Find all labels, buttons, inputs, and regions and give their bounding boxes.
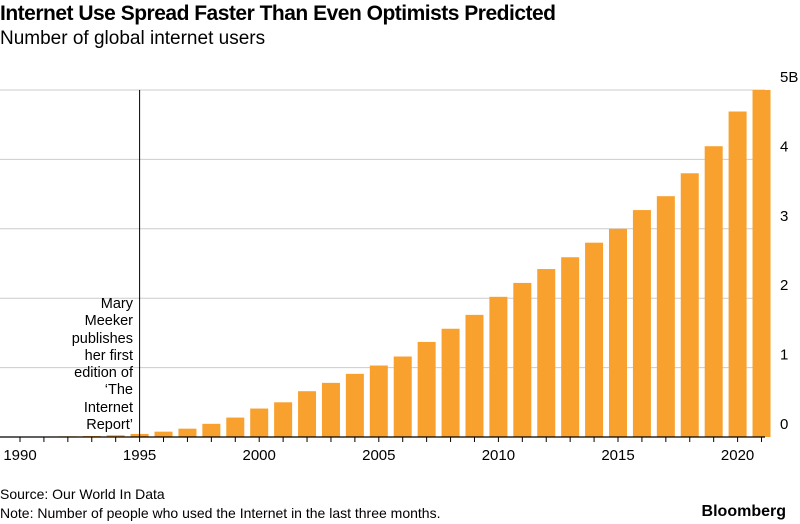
annotation-line-text: publishes bbox=[71, 330, 133, 347]
y-tick-label: 3 bbox=[780, 208, 788, 225]
bar-2013 bbox=[561, 257, 580, 437]
bar-2004 bbox=[345, 373, 364, 437]
y-tick-label: 0 bbox=[780, 416, 788, 433]
bar-2021 bbox=[752, 90, 771, 437]
y-tick-label: 5B bbox=[780, 69, 798, 86]
x-tick-label: 2015 bbox=[601, 447, 634, 464]
note-text: Note: Number of people who used the Inte… bbox=[0, 505, 441, 521]
bar-2020 bbox=[728, 111, 747, 437]
y-tick-label: 4 bbox=[780, 138, 788, 155]
bar-2005 bbox=[369, 365, 388, 437]
bar-1996 bbox=[154, 431, 173, 437]
x-tick-label: 1990 bbox=[3, 447, 36, 464]
source-text: Source: Our World In Data bbox=[0, 486, 165, 502]
annotation-line-text: edition of bbox=[74, 365, 133, 382]
bloomberg-logo: Bloomberg bbox=[701, 503, 786, 520]
bar-2018 bbox=[680, 173, 699, 437]
annotation-text: Mary Meeker publishes her first edition of ‘T… bbox=[72, 296, 133, 434]
bar-2015 bbox=[609, 228, 627, 437]
bar-2009 bbox=[465, 314, 484, 437]
annotation-line-text: Mary bbox=[100, 296, 133, 312]
bar-2001 bbox=[274, 402, 293, 437]
bar-2002 bbox=[298, 391, 317, 437]
x-tick-label: 2010 bbox=[482, 447, 515, 464]
bar-2019 bbox=[704, 146, 723, 438]
bar-2003 bbox=[321, 382, 340, 437]
chart-subtitle: Number of global internet users bbox=[0, 28, 266, 49]
bar-2007 bbox=[417, 341, 436, 437]
chart-title: Internet Use Spread Faster Than Even Opt… bbox=[0, 2, 556, 25]
annotation-line-text: Internet bbox=[83, 399, 133, 416]
bar-1997 bbox=[178, 428, 197, 437]
annotation-line-text: Meeker bbox=[84, 313, 133, 330]
x-tick-label: 2005 bbox=[362, 447, 395, 464]
bar-2012 bbox=[537, 269, 556, 437]
y-tick-label: 1 bbox=[780, 347, 788, 364]
bar-1998 bbox=[202, 423, 221, 437]
annotation-line-text: ‘The bbox=[104, 382, 133, 399]
bar-2014 bbox=[585, 242, 604, 437]
bar-1994 bbox=[106, 435, 125, 437]
bar-2016 bbox=[632, 210, 651, 437]
bar-1999 bbox=[226, 417, 245, 437]
y-tick-label: 2 bbox=[780, 277, 788, 294]
annotation-line-text: Report’ bbox=[86, 417, 133, 434]
bar-2006 bbox=[393, 356, 412, 437]
x-tick-label: 2000 bbox=[243, 447, 276, 464]
bar-2008 bbox=[441, 328, 460, 437]
bar-2000 bbox=[250, 408, 269, 437]
x-tick-label: 1995 bbox=[123, 447, 156, 464]
bar-2017 bbox=[656, 196, 675, 437]
bar-2010 bbox=[489, 296, 508, 437]
x-tick-label: 2020 bbox=[721, 447, 754, 464]
annotation-line-text: her first bbox=[84, 347, 133, 364]
bar-2011 bbox=[513, 282, 532, 437]
